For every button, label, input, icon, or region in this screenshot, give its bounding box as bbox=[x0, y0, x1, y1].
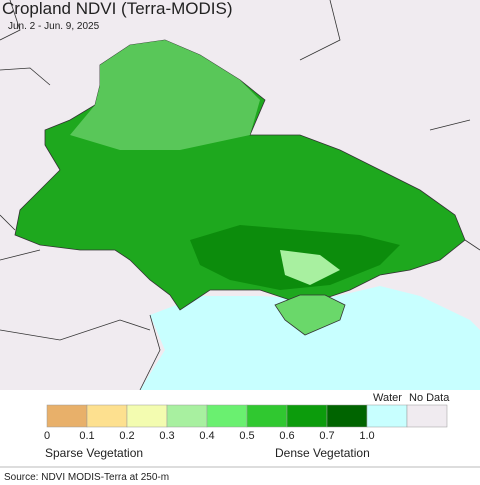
legend-tick: 0.3 bbox=[159, 430, 174, 442]
legend-tick: 0.1 bbox=[79, 430, 94, 442]
legend-swatch bbox=[366, 404, 408, 428]
legend-tick: 0.6 bbox=[279, 430, 294, 442]
legend-tick: 0 bbox=[44, 430, 50, 442]
subtitle: Jun. 2 - Jun. 9, 2025 bbox=[8, 21, 100, 32]
legend-swatch bbox=[246, 404, 288, 428]
legend-tick: 0.4 bbox=[199, 430, 214, 442]
legend-swatch bbox=[326, 404, 368, 428]
legend-swatch bbox=[126, 404, 168, 428]
legend-swatch bbox=[86, 404, 128, 428]
legend-ticks: 0 0.1 0.2 0.3 0.4 0.5 0.6 0.7 1.0 bbox=[44, 430, 375, 442]
legend-swatch bbox=[206, 404, 248, 428]
legend bbox=[46, 404, 448, 428]
north-sparse bbox=[70, 40, 260, 150]
sea bbox=[140, 286, 480, 390]
legend-swatch bbox=[286, 404, 328, 428]
legend-tick: 0.7 bbox=[319, 430, 334, 442]
legend-swatch bbox=[166, 404, 208, 428]
legend-tick: 0.5 bbox=[239, 430, 254, 442]
legend-swatch bbox=[46, 404, 88, 428]
legend-sparse: Sparse Vegetation bbox=[45, 446, 143, 460]
crimea bbox=[274, 294, 346, 336]
title: Cropland NDVI (Terra-MODIS) bbox=[2, 0, 233, 18]
borders bbox=[0, 0, 480, 391]
legend-dense: Dense Vegetation bbox=[275, 446, 370, 460]
legend-water: Water bbox=[373, 392, 402, 404]
source: Source: NDVI MODIS-Terra at 250-m bbox=[4, 472, 169, 483]
map bbox=[0, 0, 480, 391]
legend-tick: 0.2 bbox=[119, 430, 134, 442]
south-light bbox=[280, 250, 340, 285]
legend-no-data: No Data bbox=[409, 392, 450, 404]
legend-swatch bbox=[406, 404, 448, 428]
legend-tick: 1.0 bbox=[359, 430, 374, 442]
